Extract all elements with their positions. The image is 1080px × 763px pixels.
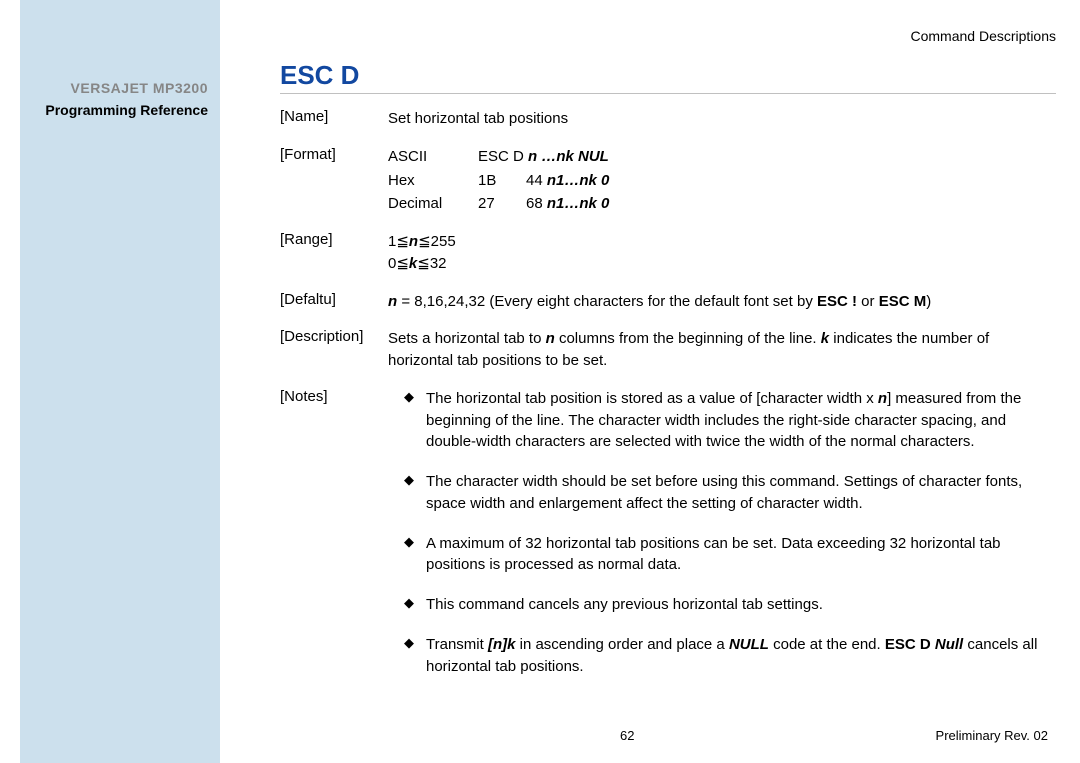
revision: Preliminary Rev. 02 [936,728,1048,743]
fmt-ascii-val: ESC D n …nk NUL [478,146,1048,168]
divider [280,93,1056,94]
fmt-hex-c2: 1B [478,170,526,192]
label-format: [Format] [280,146,388,215]
row-description: [Description] Sets a horizontal tab to n… [280,328,1048,372]
fmt-dec-c2: 27 [478,193,526,215]
row-notes: [Notes] The horizontal tab position is s… [280,388,1048,696]
fmt-hex-c3: 44 n1…nk 0 [526,170,1048,192]
value-default: n = 8,16,24,32 (Every eight characters f… [388,291,1048,313]
row-default: [Defaltu] n = 8,16,24,32 (Every eight ch… [280,291,1048,313]
fmt-ascii-enc: ASCII [388,146,478,168]
doc-subtitle: Programming Reference [32,102,208,118]
note-item: The character width should be set before… [404,471,1048,515]
page-number: 62 [620,728,634,743]
label-notes: [Notes] [280,388,388,696]
value-notes: The horizontal tab position is stored as… [388,388,1048,696]
row-name: [Name] Set horizontal tab positions [280,108,1048,130]
value-name: Set horizontal tab positions [388,108,1048,130]
value-range: 1≦n≦255 0≦k≦32 [388,231,1048,275]
row-range: [Range] 1≦n≦255 0≦k≦32 [280,231,1048,275]
row-format: [Format] ASCII ESC D n …nk NUL Hex 1B 44… [280,146,1048,215]
label-default: [Defaltu] [280,291,388,313]
note-item: The horizontal tab position is stored as… [404,388,1048,453]
fmt-hex-enc: Hex [388,170,478,192]
label-description: [Description] [280,328,388,372]
note-item: A maximum of 32 horizontal tab positions… [404,533,1048,577]
main-content: Command Descriptions ESC D [Name] Set ho… [240,24,1056,743]
value-format: ASCII ESC D n …nk NUL Hex 1B 44 n1…nk 0 … [388,146,1048,215]
label-range: [Range] [280,231,388,275]
command-title: ESC D [280,60,1056,91]
product-title: VERSAJET MP3200 [32,80,208,96]
sidebar: VERSAJET MP3200 Programming Reference [20,0,220,763]
footer: 62 Preliminary Rev. 02 [240,728,1056,743]
section-header: Command Descriptions [911,28,1057,44]
fmt-dec-c3: 68 n1…nk 0 [526,193,1048,215]
note-item: Transmit [n]k in ascending order and pla… [404,634,1048,678]
fmt-dec-enc: Decimal [388,193,478,215]
value-description: Sets a horizontal tab to n columns from … [388,328,1048,372]
note-item: This command cancels any previous horizo… [404,594,1048,616]
label-name: [Name] [280,108,388,130]
